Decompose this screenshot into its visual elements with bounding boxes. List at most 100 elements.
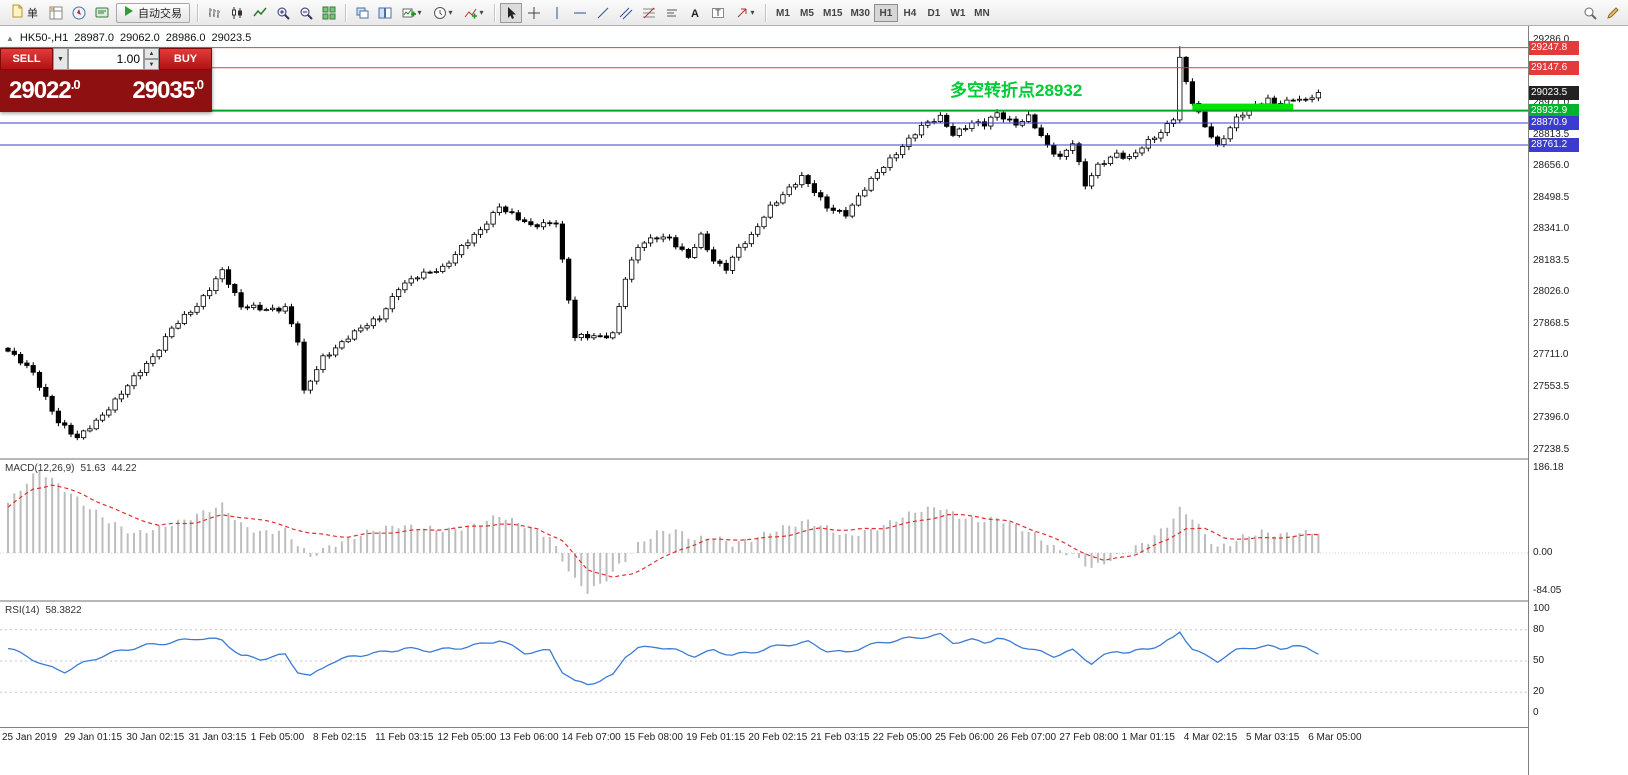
price-grid-label: 28813.5 xyxy=(1533,128,1570,140)
price-grid-label: 27238.5 xyxy=(1533,443,1570,455)
drawing-tools-button[interactable] xyxy=(661,3,683,23)
time-label: 29 Jan 01:15 xyxy=(64,732,123,743)
candlestick-chart-button[interactable] xyxy=(226,3,248,23)
text-label-icon: T xyxy=(711,6,725,20)
channel-button[interactable] xyxy=(615,3,637,23)
macd-scale-label: 0.00 xyxy=(1533,547,1553,558)
price-grid-label: 28656.0 xyxy=(1533,160,1570,171)
pencil-icon xyxy=(1606,6,1620,20)
navigator-icon xyxy=(72,6,86,20)
timeframe-h1-button[interactable]: H1 xyxy=(873,4,898,23)
one-click-toggle-icon[interactable]: ▲ xyxy=(6,33,14,43)
price-badge: 28932.9 xyxy=(1529,103,1579,118)
new-chart-button[interactable]: ▾ xyxy=(397,3,427,23)
crosshair-button[interactable] xyxy=(523,3,545,23)
navigator-button[interactable] xyxy=(68,3,90,23)
price-axis[interactable]: 29286.0 28971.0 28813.5 28656.0 28498.5 28341… xyxy=(1528,26,1628,775)
time-label: 22 Feb 05:00 xyxy=(872,732,932,743)
volume-down-button[interactable]: ▼ xyxy=(144,59,159,70)
search-button[interactable] xyxy=(1579,3,1601,23)
price-grid-label: 28498.5 xyxy=(1533,191,1570,203)
sell-options-dropdown[interactable]: ▼ xyxy=(53,48,68,70)
timeframe-m5-button[interactable]: M5 xyxy=(795,4,819,22)
time-label: 4 Mar 02:15 xyxy=(1183,732,1238,743)
volume-up-button[interactable]: ▲ xyxy=(144,48,159,59)
time-label: 27 Feb 08:00 xyxy=(1059,732,1119,743)
vertical-line-button[interactable] xyxy=(546,3,568,23)
rsi-pane[interactable]: RSI(14) 58.3822 xyxy=(0,602,1528,727)
edit-button[interactable] xyxy=(1602,3,1624,23)
zoom-out-icon xyxy=(299,6,313,20)
indicators-button[interactable]: ▾ xyxy=(459,3,489,23)
tile-windows-button[interactable] xyxy=(318,3,340,23)
arrows-button[interactable]: ▾ xyxy=(730,3,760,23)
time-label: 21 Feb 03:15 xyxy=(810,732,870,743)
new-order-icon xyxy=(10,4,24,21)
rsi-label: RSI(14) 58.3822 xyxy=(5,605,82,616)
sell-price: 29022.0 xyxy=(9,77,81,104)
profiles-button[interactable]: ▾ xyxy=(428,3,458,23)
timeframe-h4-button[interactable]: H4 xyxy=(898,4,922,22)
horizontal-line-icon xyxy=(573,6,587,20)
rsi-scale-label: 80 xyxy=(1533,623,1545,635)
time-axis[interactable]: 25 Jan 2019 29 Jan 01:15 30 Jan 02:15 31 Ja… xyxy=(0,727,1528,748)
main-chart-pane[interactable]: ▲ HK50-,H1 28987.0 29062.0 28986.0 29023… xyxy=(0,26,1528,458)
terminal-icon xyxy=(95,6,109,20)
volume-input[interactable] xyxy=(68,48,144,70)
vertical-line-icon xyxy=(550,6,564,20)
pane-divider[interactable] xyxy=(0,458,1628,460)
text-button[interactable]: A xyxy=(684,3,706,23)
price-grid-label: 27396.0 xyxy=(1533,412,1570,423)
timeframe-w1-button[interactable]: W1 xyxy=(946,4,970,22)
main-chart[interactable] xyxy=(0,26,1528,458)
price-grid-label: 28341.0 xyxy=(1533,223,1570,234)
cursor-icon xyxy=(504,6,518,20)
chevron-down-icon: ▾ xyxy=(750,7,755,17)
fibonacci-button[interactable] xyxy=(638,3,660,23)
time-label: 15 Feb 08:00 xyxy=(624,732,683,743)
bar-chart-button[interactable] xyxy=(203,3,225,23)
buy-button[interactable]: BUY xyxy=(159,48,212,70)
market-watch-icon xyxy=(49,6,63,20)
new-order-button[interactable]: 单 xyxy=(4,3,44,23)
market-watch-button[interactable] xyxy=(45,3,67,23)
macd-pane[interactable]: MACD(12,26,9) 51.63 44.22 xyxy=(0,460,1528,600)
bar-chart-icon xyxy=(207,6,221,20)
new-chart-icon xyxy=(402,6,417,20)
timeframe-d1-button[interactable]: D1 xyxy=(922,4,946,22)
zoom-out-button[interactable] xyxy=(295,3,317,23)
sell-button[interactable]: SELL xyxy=(0,48,53,70)
time-label: 12 Feb 05:00 xyxy=(437,732,497,743)
one-click-trade-panel: SELL ▼ ▲ ▼ BUY 29022.0 29035.0 xyxy=(0,48,212,112)
line-chart-button[interactable] xyxy=(249,3,271,23)
price-grid-label: 28183.5 xyxy=(1533,254,1570,266)
macd-chart[interactable] xyxy=(0,460,1528,600)
timeframe-m15-button[interactable]: M15 xyxy=(819,4,846,22)
rsi-chart[interactable] xyxy=(0,602,1528,727)
zoom-in-button[interactable] xyxy=(272,3,294,23)
price-grid-label: 28026.0 xyxy=(1533,286,1570,297)
timeframe-m30-button[interactable]: M30 xyxy=(846,4,873,22)
trade-panel-prices: 29022.0 29035.0 xyxy=(0,70,212,112)
horizontal-line-button[interactable] xyxy=(569,3,591,23)
cascade-windows-button[interactable] xyxy=(351,3,373,23)
auto-trading-button[interactable]: 自动交易 xyxy=(116,2,190,23)
price-grid-label: 29286.0 xyxy=(1533,34,1570,45)
pane-divider[interactable] xyxy=(0,600,1628,602)
time-label: 19 Feb 01:15 xyxy=(686,732,746,743)
ohlc-high: 29062.0 xyxy=(119,32,160,44)
cursor-button[interactable] xyxy=(500,2,522,23)
terminal-button[interactable] xyxy=(91,3,113,23)
chart-annotation: 多空转折点28932 xyxy=(950,81,1083,100)
arrange-windows-button[interactable] xyxy=(374,3,396,23)
timeframe-m1-button[interactable]: M1 xyxy=(771,4,795,22)
tile-windows-icon xyxy=(322,6,336,20)
toolbar-separator xyxy=(765,3,766,22)
crosshair-icon xyxy=(527,6,541,20)
text-label-button[interactable]: T xyxy=(707,3,729,23)
trendline-button[interactable] xyxy=(592,3,614,23)
channel-icon xyxy=(619,6,633,20)
timeframe-mn-button[interactable]: MN xyxy=(970,4,994,22)
time-label: 30 Jan 02:15 xyxy=(126,732,185,743)
